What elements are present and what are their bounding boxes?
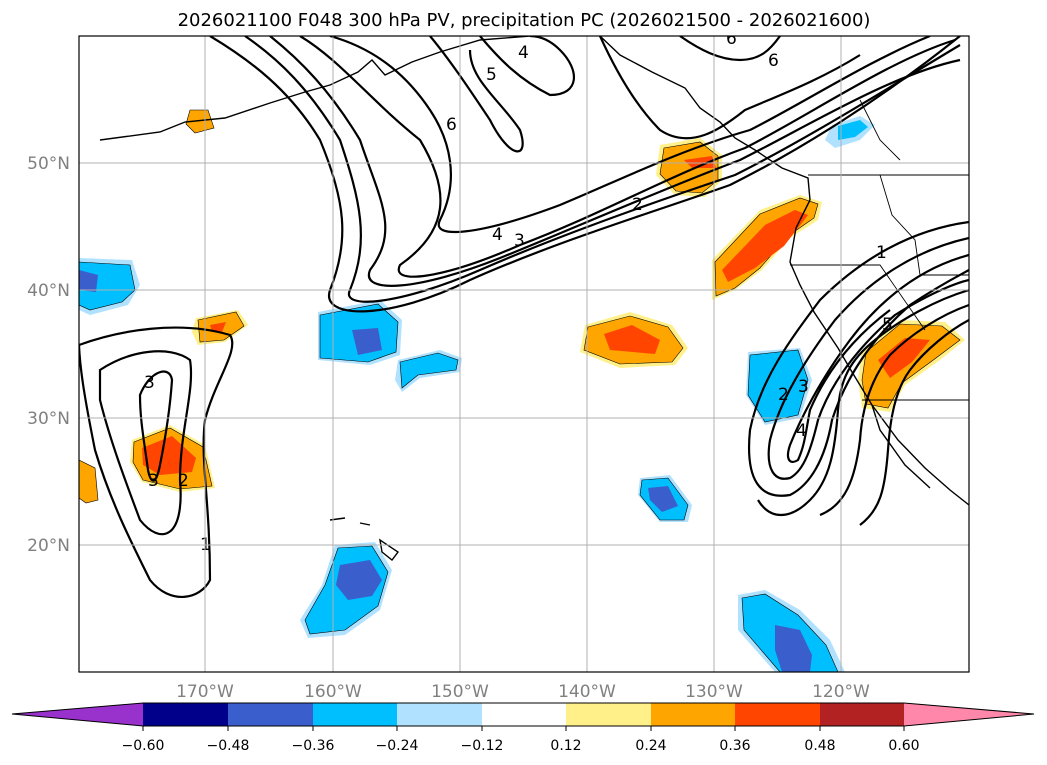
lat-label-20n: 20°N xyxy=(27,536,70,556)
pv-contour-west-3 xyxy=(138,370,174,482)
pv-contour-north-5 xyxy=(329,36,931,234)
contour-label: 4 xyxy=(796,421,807,441)
pv-contour-east-1 xyxy=(748,220,969,497)
lat-label-40n: 40°N xyxy=(27,281,70,301)
colorbar-segment xyxy=(313,703,397,726)
us-west-coast xyxy=(789,199,969,506)
contour-label: 3 xyxy=(514,231,525,251)
colorbar-segment xyxy=(651,703,735,726)
lon-label-130w: 130°W xyxy=(685,682,743,702)
pv-contour-east-4 xyxy=(757,288,969,516)
pv-contour-west-1 xyxy=(79,326,234,598)
colorbar-tick-label: 0.36 xyxy=(719,738,750,754)
contour-label: 2 xyxy=(778,385,789,405)
colorbar-tick-label: 0.60 xyxy=(888,738,919,754)
contour-label: 2 xyxy=(632,195,643,215)
contour-label: 3 xyxy=(148,471,159,491)
pv-contour-north-1 xyxy=(209,36,961,313)
colorbar-extend-left xyxy=(12,703,143,726)
lat-label-50n: 50°N xyxy=(27,154,70,174)
pv-contours xyxy=(79,36,969,598)
state-border-2 xyxy=(790,264,926,331)
canada-border xyxy=(859,99,901,161)
contour-label: 3 xyxy=(798,377,809,397)
contour-label: 4 xyxy=(518,43,529,63)
coastlines xyxy=(99,36,969,561)
pv-contour-east-3 xyxy=(786,253,969,463)
contour-label: 5 xyxy=(882,315,893,335)
lon-label-120w: 120°W xyxy=(812,682,870,702)
precip-positive-west xyxy=(79,310,248,504)
colorbar-tick-label: 0.48 xyxy=(804,738,835,754)
contour-label: 4 xyxy=(492,225,503,245)
precip-negative-hawaii xyxy=(300,542,392,638)
map-title: 2026021100 F048 300 hPa PV, precipitatio… xyxy=(178,10,871,31)
pv-contour-east-2 xyxy=(767,236,969,480)
lat-labels: 50°N 40°N 30°N 20°N xyxy=(27,154,70,556)
colorbar-tick-label: −0.36 xyxy=(292,738,335,754)
colorbar-tick-label: −0.60 xyxy=(122,738,165,754)
colorbar-tick-label: 0.24 xyxy=(635,738,666,754)
colorbar-tick-label: 0.12 xyxy=(550,738,581,754)
colorbar-tick-label: −0.12 xyxy=(461,738,504,754)
lon-label-170w: 170°W xyxy=(176,682,234,702)
pv-contour-north-2 xyxy=(244,36,961,303)
pv-contour-west-2 xyxy=(98,350,193,536)
contour-label: 1 xyxy=(876,243,887,263)
pv-contour-north-3 xyxy=(269,36,961,287)
state-border-1 xyxy=(879,174,969,276)
colorbar-tick-label: −0.48 xyxy=(207,738,250,754)
lon-label-140w: 140°W xyxy=(558,682,616,702)
map-area xyxy=(79,36,969,672)
precip-positive-central xyxy=(580,312,688,368)
precip-negative-central xyxy=(318,300,462,392)
contour-label: 6 xyxy=(446,115,457,135)
colorbar-segment xyxy=(482,703,566,726)
map-frame xyxy=(78,35,970,673)
colorbar-tick-label: −0.24 xyxy=(376,738,419,754)
colorbar-segment xyxy=(228,703,313,726)
borders xyxy=(790,99,969,401)
pv-contour-north-4 xyxy=(299,36,956,278)
colorbar-segment xyxy=(820,703,904,726)
contour-label: 3 xyxy=(144,373,155,393)
pv-contour-north-7 xyxy=(479,36,575,97)
precip-negative-southeast xyxy=(738,590,845,672)
colorbar-tick-labels: −0.60 −0.48 −0.36 −0.24 −0.12 0.12 0.24 … xyxy=(122,738,920,754)
precip-positive-pacific-nw xyxy=(712,195,822,300)
colorbar-segment xyxy=(143,703,228,726)
colorbar-segment xyxy=(735,703,820,726)
contour-label: 5 xyxy=(486,65,497,85)
aleutian-coast xyxy=(99,36,531,141)
contour-label: 6 xyxy=(768,51,779,71)
precip-negative-far-west xyxy=(79,258,140,315)
alaska-bc-coast xyxy=(599,36,811,201)
lon-labels: 170°W 160°W 150°W 140°W 130°W 120°W xyxy=(176,682,870,702)
precip-positive-socal xyxy=(858,320,965,412)
colorbar-extend-right xyxy=(904,703,1034,726)
colorbar-segment xyxy=(566,703,651,726)
precipitation-shading xyxy=(79,109,965,672)
pv-contour-north-6 xyxy=(429,36,524,153)
contour-label: 2 xyxy=(178,471,189,491)
contour-label: 6 xyxy=(726,29,737,49)
lon-label-150w: 150°W xyxy=(431,682,489,702)
gridlines xyxy=(79,36,969,672)
colorbar: −0.60 −0.48 −0.36 −0.24 −0.12 0.12 0.24 … xyxy=(11,702,1035,754)
lat-label-30n: 30°N xyxy=(27,409,70,429)
pv-contour-north-8 xyxy=(598,36,861,140)
pv-contour-east-6 xyxy=(859,319,969,526)
pv-contour-north-9 xyxy=(679,36,781,62)
pv-contour-east-5 xyxy=(819,303,969,517)
lon-label-160w: 160°W xyxy=(304,682,362,702)
colorbar-segment xyxy=(397,703,482,726)
precip-negative-east xyxy=(638,348,812,522)
precip-positive-gulf-alaska xyxy=(185,109,722,197)
